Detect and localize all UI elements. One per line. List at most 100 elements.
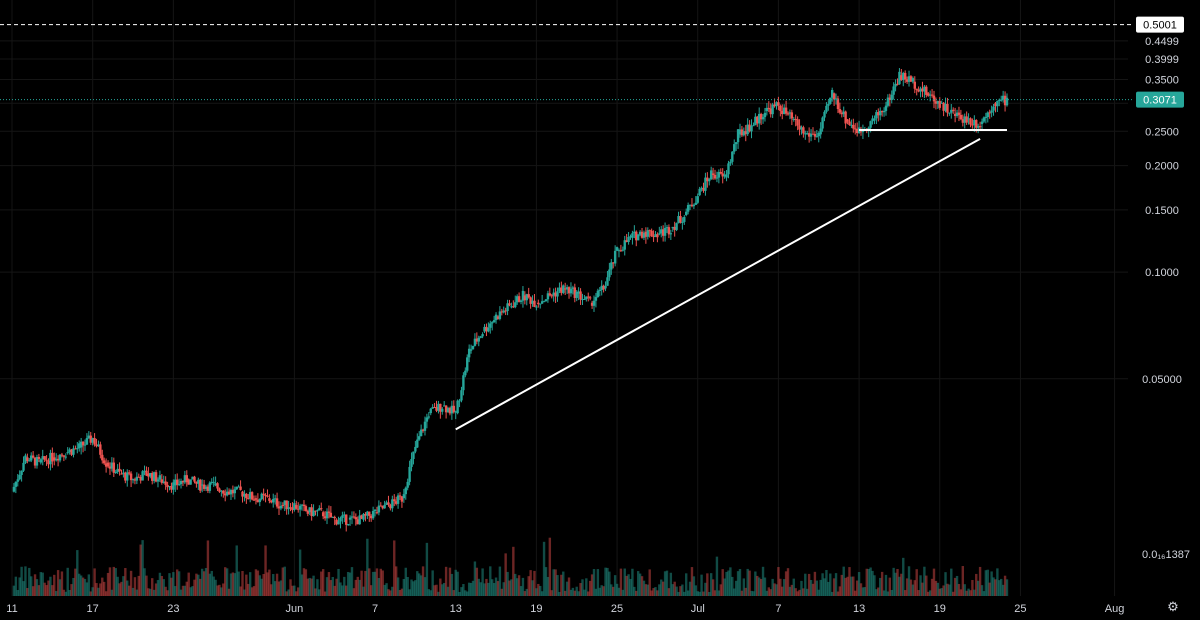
candle: [272, 498, 275, 503]
volume-bar: [229, 573, 233, 596]
candle: [717, 171, 721, 178]
candle: [658, 233, 661, 235]
candle: [295, 505, 298, 509]
volume-bar: [464, 590, 467, 596]
volume-bar: [529, 570, 532, 596]
volume-bar: [663, 571, 667, 596]
candle: [394, 501, 398, 504]
volume-bar: [172, 572, 175, 596]
candle: [416, 439, 419, 448]
candle: [750, 125, 753, 132]
candle: [371, 511, 375, 519]
candle: [49, 452, 52, 465]
volume-bar: [162, 579, 165, 596]
candle: [514, 302, 517, 308]
volume-bar: [398, 590, 402, 596]
candle: [279, 505, 283, 509]
volume-bar: [563, 590, 567, 596]
volume-bar: [923, 566, 926, 596]
candle: [462, 375, 465, 391]
candle: [527, 294, 530, 298]
candle: [260, 493, 263, 500]
volume-bar: [189, 587, 192, 596]
volume-bar: [341, 585, 344, 596]
candle: [830, 90, 834, 98]
candle: [45, 459, 48, 461]
candle: [836, 98, 840, 110]
volume-bar: [619, 568, 623, 596]
volume-bar: [583, 589, 586, 596]
candle: [208, 482, 212, 491]
candle: [473, 338, 477, 346]
volume-bar: [704, 582, 707, 596]
volume-bar: [715, 556, 719, 596]
volume-bar: [759, 578, 763, 596]
candle: [792, 118, 795, 120]
volume-bar: [120, 581, 123, 596]
volume-bar: [12, 585, 16, 596]
candle: [777, 102, 780, 106]
candle: [345, 514, 348, 525]
volume-bar: [679, 586, 682, 596]
candle: [569, 288, 573, 294]
volume-bar: [708, 591, 711, 596]
volume-bar: [709, 573, 713, 596]
volume-bar: [293, 585, 296, 596]
volume-bar: [327, 572, 331, 596]
candle: [147, 473, 150, 477]
candle: [992, 106, 995, 111]
candle: [969, 118, 972, 125]
volume-bar: [414, 580, 417, 596]
y-tick-label: 0.05000: [1142, 374, 1182, 386]
volume-bar: [888, 577, 892, 596]
volume-bar: [953, 577, 957, 596]
volume-bar: [882, 590, 886, 596]
candle: [289, 507, 292, 509]
candle: [531, 300, 534, 304]
volume-bar: [542, 541, 546, 596]
candle: [817, 133, 820, 137]
candle: [754, 116, 757, 126]
volume-bar: [421, 566, 425, 596]
volume-bar: [308, 577, 311, 596]
volume-bar: [857, 572, 861, 596]
volume-bar: [281, 567, 285, 596]
x-axis[interactable]: 11 17 23 Jun 7 13 19 25 Jul 7 13 19 25 Aug: [6, 603, 1124, 615]
volume-bar: [314, 588, 317, 596]
candle: [790, 112, 794, 119]
volume-bar: [47, 580, 50, 596]
candle: [410, 459, 413, 467]
volume-bar: [777, 567, 780, 596]
volume-bar: [761, 566, 765, 596]
candle: [352, 516, 356, 518]
volume-bar: [343, 576, 346, 596]
candle: [963, 116, 966, 123]
volume-bar: [990, 571, 993, 596]
volume-bar: [585, 578, 588, 596]
volume-bar: [658, 584, 661, 596]
volume-bar: [54, 591, 58, 596]
candle: [262, 493, 265, 496]
volume-bar: [975, 573, 978, 596]
volume-bar: [996, 568, 999, 596]
volume-bar: [272, 574, 275, 596]
candle: [708, 179, 711, 182]
volume-bar: [152, 589, 156, 596]
gear-icon[interactable]: ⚙: [1167, 599, 1179, 614]
candle: [923, 86, 926, 92]
volume-bar: [418, 573, 421, 596]
candle: [37, 457, 41, 459]
candle: [277, 506, 281, 509]
volume-bar: [33, 574, 37, 596]
candle: [711, 173, 715, 175]
y-axis[interactable]: 0.44990.39990.35000.30000.25000.20000.15…: [1142, 36, 1190, 561]
candle: [494, 314, 498, 321]
volume-bar: [423, 577, 427, 596]
candle: [919, 88, 922, 92]
candle: [89, 435, 92, 443]
volume-bar: [909, 579, 913, 596]
volume-bar: [854, 590, 857, 596]
volume-bar: [444, 566, 448, 596]
volume-bar: [781, 586, 784, 596]
